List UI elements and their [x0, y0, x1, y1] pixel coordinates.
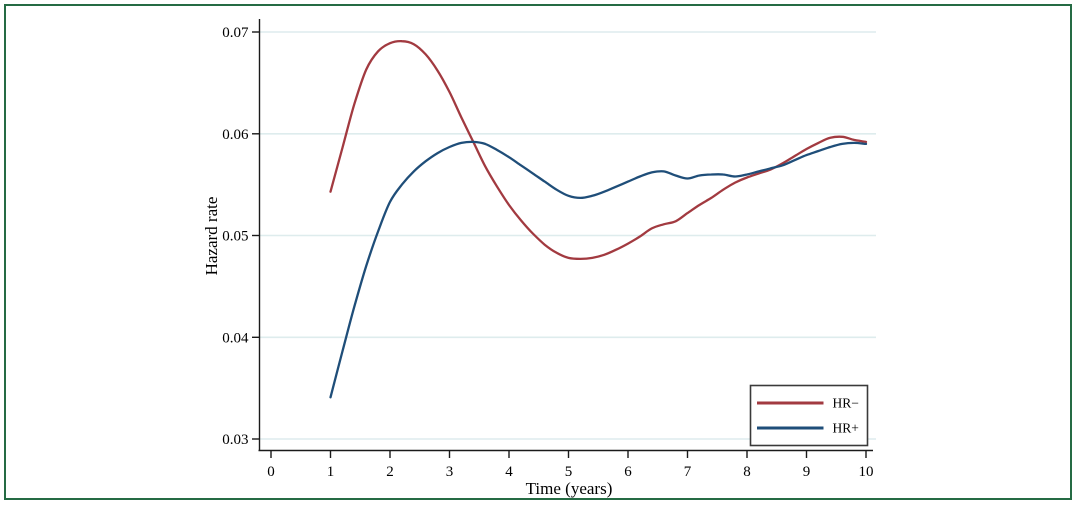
y-tick-label: 0.04: [222, 330, 249, 346]
y-tick-label: 0.03: [222, 432, 248, 448]
x-tick-label: 7: [684, 464, 692, 480]
x-tick-label: 0: [267, 464, 275, 480]
x-tick-label: 8: [743, 464, 751, 480]
x-axis-title: Time (years): [526, 479, 613, 498]
figure-frame: [4, 4, 1072, 500]
y-tick-label: 0.06: [222, 127, 249, 143]
x-tick-label: 5: [565, 464, 573, 480]
y-tick-label: 0.05: [222, 229, 248, 245]
x-tick-label: 10: [859, 464, 874, 480]
y-tick-label: 0.07: [222, 25, 249, 41]
x-tick-label: 4: [505, 464, 513, 480]
x-tick-label: 2: [386, 464, 394, 480]
legend-label: HR−: [833, 396, 859, 411]
series-line-hr-negative: [329, 40, 868, 261]
x-tick-label: 3: [446, 464, 454, 480]
legend-label: HR+: [833, 421, 859, 436]
series-line-hr-positive: [329, 140, 868, 399]
y-axis-title: Hazard rate: [202, 197, 221, 276]
x-tick-label: 9: [803, 464, 811, 480]
x-tick-label: 1: [327, 464, 335, 480]
x-tick-label: 6: [624, 464, 632, 480]
legend-box: [749, 384, 869, 447]
